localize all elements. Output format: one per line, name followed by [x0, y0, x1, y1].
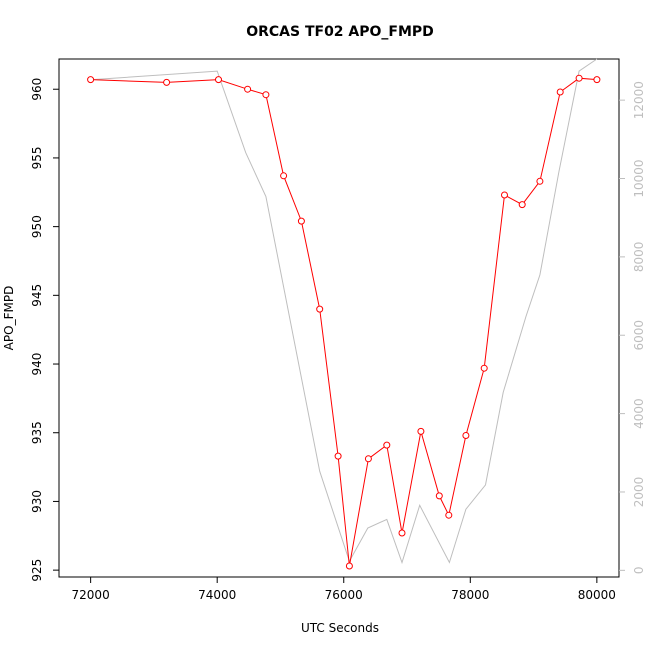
y2-tick-label: 2000 [632, 477, 646, 508]
data-point [383, 441, 391, 449]
data-point [334, 452, 342, 460]
y2-tick-label: 4000 [632, 398, 646, 429]
data-point [297, 217, 305, 225]
series-line-right [90, 58, 598, 565]
y-tick-label: 950 [30, 215, 44, 238]
data-point [215, 76, 222, 84]
y2-tick-label: 6000 [632, 320, 646, 351]
data-point [445, 511, 453, 519]
data-point [480, 364, 488, 372]
y-tick-label: 925 [30, 559, 44, 582]
y-tick-label: 955 [30, 146, 44, 169]
data-point [593, 76, 601, 84]
data-point [364, 455, 372, 463]
data-point [316, 305, 324, 313]
x-tick-label: 74000 [198, 588, 236, 602]
data-point [462, 432, 470, 439]
data-point [163, 78, 171, 86]
y-axis-label: APO_FMPD [2, 286, 16, 351]
x-axis: 72000 74000 76000 78000 80000 [72, 577, 616, 602]
chart-title: ORCAS TF02 APO_FMPD [246, 24, 434, 40]
y2-tick-label: 8000 [632, 242, 646, 273]
y-tick-label: 945 [30, 284, 44, 307]
series-layer [87, 58, 601, 570]
y2-tick-label: 0 [632, 567, 646, 575]
data-point [518, 201, 526, 209]
y2-tick-label: 10000 [632, 159, 646, 197]
x-tick-label: 72000 [72, 588, 110, 602]
data-point [280, 172, 288, 180]
y-tick-label: 960 [30, 78, 44, 101]
data-point [244, 85, 252, 93]
data-point [87, 76, 95, 84]
x-tick-label: 76000 [325, 588, 363, 602]
y2-tick-label: 12000 [632, 81, 646, 119]
data-point [556, 88, 564, 96]
y-tick-label: 935 [30, 421, 44, 444]
data-point [262, 91, 270, 99]
y-axis-right: 0 2000 4000 6000 8000 10000 12000 [619, 81, 646, 574]
x-tick-label: 78000 [451, 588, 489, 602]
y-axis-left: 925 930 935 940 945 950 955 960 [30, 78, 59, 582]
plot-frame [58, 58, 620, 578]
y-tick-label: 930 [30, 490, 44, 513]
data-point [501, 191, 508, 199]
data-point [417, 427, 425, 435]
data-point [435, 492, 443, 500]
data-point [345, 562, 353, 570]
data-point [536, 177, 544, 185]
data-point [398, 529, 406, 537]
series-line-left [90, 77, 597, 567]
x-axis-label: UTC Seconds [301, 621, 379, 635]
data-point [575, 74, 583, 82]
x-tick-label: 80000 [578, 588, 616, 602]
y-tick-label: 940 [30, 353, 44, 376]
